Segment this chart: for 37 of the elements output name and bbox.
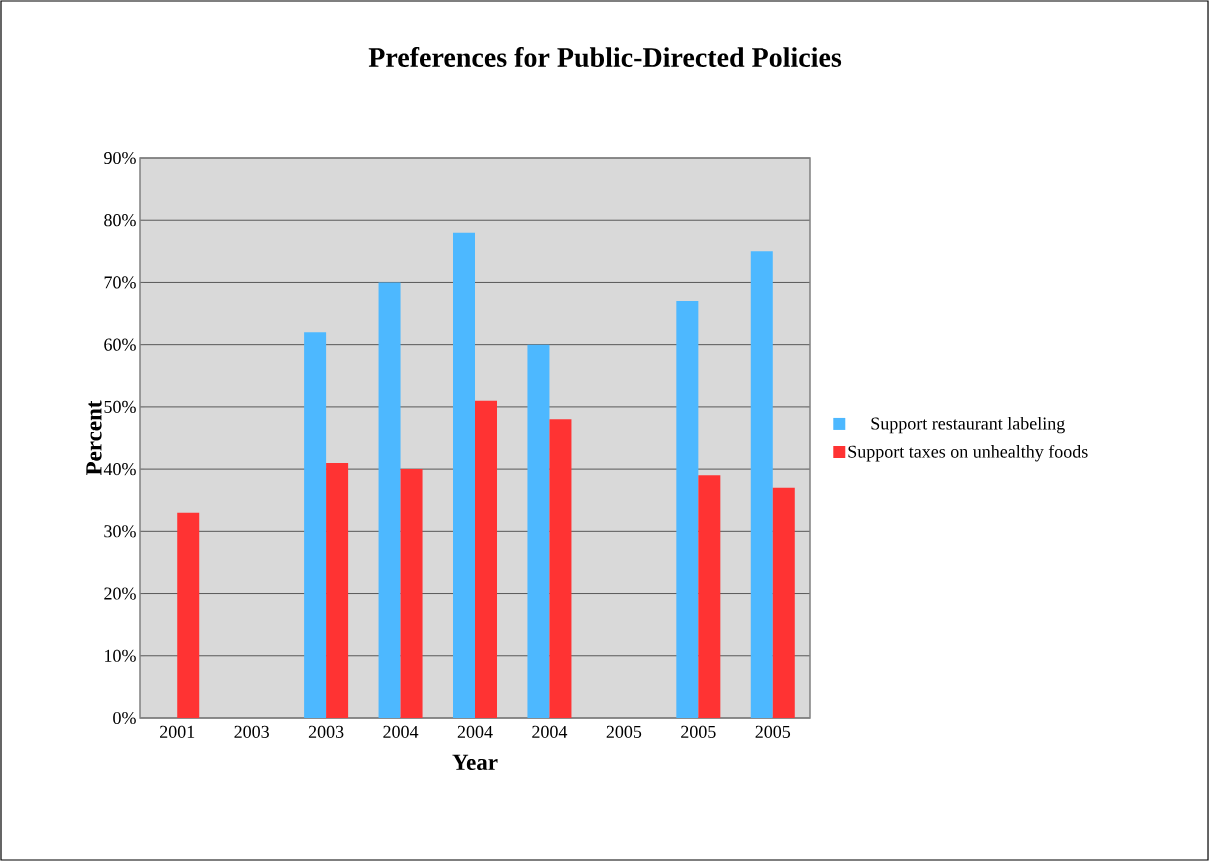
y-tick-label: 70%	[104, 276, 136, 289]
bar	[177, 512, 200, 718]
bar	[772, 487, 795, 718]
x-tick-label: 2005	[681, 725, 716, 738]
bar	[475, 400, 497, 718]
bar	[750, 251, 773, 718]
x-tick-label: 2003	[308, 725, 344, 738]
chart-title: Preferences for Public-Directed Policies	[368, 46, 842, 68]
bar	[676, 301, 699, 718]
x-tick-label: 2005	[755, 725, 791, 738]
y-tick-label: 60%	[104, 338, 136, 351]
x-tick-label: 2003	[234, 725, 269, 738]
bar	[453, 232, 475, 718]
x-tick-label: 2004	[383, 725, 419, 738]
bar	[400, 469, 423, 718]
x-tick-label: 2001	[160, 725, 195, 738]
bar	[549, 419, 572, 718]
y-tick-label: 80%	[104, 214, 136, 227]
bar	[378, 282, 401, 718]
y-tick-label: 30%	[104, 525, 136, 538]
bar	[698, 475, 721, 718]
y-tick-label: 40%	[103, 463, 136, 476]
y-axis-title: Percent	[86, 400, 102, 476]
y-tick-label: 90%	[104, 151, 136, 165]
legend-label: Support restaurant labeling	[871, 416, 1065, 434]
legend-label: Support taxes on unhealthy foods	[848, 444, 1088, 462]
y-tick-label: 10%	[105, 649, 136, 662]
x-tick-label: 2004	[532, 725, 568, 738]
x-axis-title: Year	[452, 754, 498, 771]
x-tick-label: 2005	[606, 725, 642, 738]
bar	[527, 344, 550, 718]
y-tick-label: 0%	[113, 711, 136, 725]
x-tick-label: 2004	[457, 725, 493, 738]
y-tick-label: 50%	[104, 400, 136, 413]
bar	[304, 332, 327, 718]
bar	[326, 462, 349, 718]
y-tick-label: 20%	[104, 587, 136, 600]
